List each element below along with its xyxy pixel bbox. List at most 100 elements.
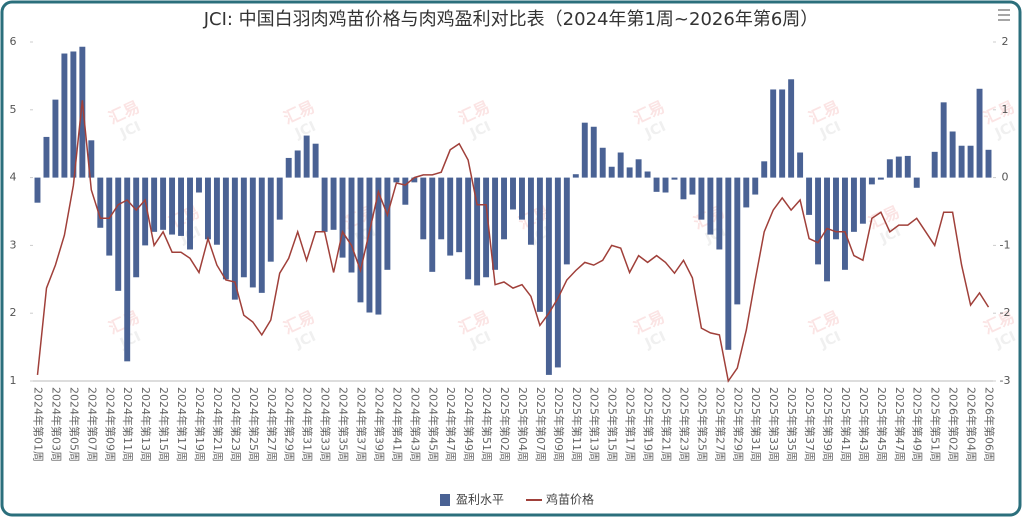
x-tick-label: 2025年第35周 — [785, 387, 799, 462]
bar — [438, 177, 445, 240]
bar — [877, 177, 884, 180]
x-tick-label: 2026年第02周 — [947, 387, 961, 462]
bar — [97, 177, 104, 228]
x-tick-label: 2024年第27周 — [265, 387, 279, 462]
bar — [536, 177, 543, 312]
bar — [384, 177, 391, 270]
bar — [949, 131, 956, 178]
bar — [519, 177, 525, 220]
bar — [321, 177, 328, 232]
bar — [527, 177, 534, 245]
bar — [554, 177, 561, 368]
y-tick-label: 3 — [10, 238, 17, 251]
x-tick-label: 2025年第07周 — [534, 387, 548, 462]
y-tick-label: 5 — [10, 103, 17, 116]
bar — [88, 140, 95, 178]
x-tick-label: 2025年第17周 — [624, 387, 638, 462]
bar — [608, 166, 615, 178]
bar — [34, 177, 41, 203]
line — [36, 100, 990, 383]
bar — [833, 177, 839, 240]
bar — [635, 159, 642, 178]
bar — [689, 177, 696, 195]
bar — [770, 89, 777, 178]
bar — [617, 152, 624, 178]
x-tick-label: 2025年第33周 — [767, 387, 781, 462]
bar — [43, 136, 50, 178]
y-tick-label: 4 — [10, 171, 17, 184]
x-tick-label: 2025年第51周 — [929, 387, 943, 462]
x-tick-label: 2025年第13周 — [588, 387, 602, 462]
y2-tick-label: -3 — [1000, 374, 1011, 387]
x-tick-label: 2026年第04周 — [965, 387, 979, 462]
bar — [626, 167, 633, 178]
x-tick-label: 2025年第15周 — [606, 387, 620, 462]
bar — [79, 46, 86, 178]
menu-icon[interactable] — [998, 9, 1010, 21]
bar — [976, 88, 983, 178]
bar — [456, 177, 463, 253]
bar — [178, 177, 184, 236]
bar — [501, 177, 507, 240]
bar — [886, 159, 893, 178]
bar — [465, 177, 472, 280]
bar — [940, 102, 947, 178]
bar — [572, 174, 579, 178]
bar — [429, 177, 436, 272]
bar — [222, 177, 229, 280]
bar — [151, 177, 158, 232]
bar — [106, 177, 113, 256]
x-tick-label: 2025年第29周 — [731, 387, 745, 462]
x-tick-label: 2024年第09周 — [103, 387, 117, 462]
x-tick-label: 2024年第49周 — [462, 387, 476, 462]
x-tick-label: 2025年第27周 — [713, 387, 727, 462]
x-tick-label: 2025年第39周 — [821, 387, 835, 462]
bar — [734, 177, 741, 305]
x-tick-label: 2026年第06周 — [983, 387, 997, 462]
bar — [393, 177, 400, 183]
x-tick-label: 2024年第23周 — [229, 387, 243, 462]
x-tick-label: 2024年第15周 — [157, 387, 171, 462]
x-tick-label: 2025年第43周 — [857, 387, 871, 462]
y2-tick-label: -2 — [1000, 306, 1011, 319]
bar — [967, 145, 974, 178]
bar — [761, 161, 768, 178]
bar — [913, 177, 920, 188]
bar — [492, 177, 499, 270]
bar — [267, 177, 274, 262]
bar — [142, 177, 149, 246]
legend-label: 盈利水平 — [456, 493, 504, 507]
x-tick-label: 2024年第05周 — [67, 387, 81, 462]
bar — [752, 177, 759, 195]
x-tick-label: 2024年第39周 — [372, 387, 386, 462]
bar — [797, 152, 804, 178]
bar — [124, 177, 131, 362]
bar — [725, 177, 732, 350]
x-tick-label: 2025年第04周 — [516, 387, 530, 462]
bar — [249, 177, 256, 288]
x-tick-label: 2024年第21周 — [211, 387, 225, 462]
x-tick-label: 2025年第21周 — [660, 387, 674, 462]
x-tick-label: 2024年第33周 — [319, 387, 333, 462]
x-tick-label: 2024年第07周 — [85, 387, 99, 462]
x-tick-label: 2024年第17周 — [175, 387, 189, 462]
x-tick-label: 2024年第19周 — [193, 387, 207, 462]
x-tick-label: 2024年第41周 — [390, 387, 404, 462]
bar — [70, 51, 77, 178]
x-tick-label: 2024年第35周 — [337, 387, 351, 462]
bar — [644, 171, 651, 178]
bar — [904, 155, 911, 178]
x-tick-label: 2024年第37周 — [354, 387, 368, 462]
bar — [806, 177, 813, 215]
x-tick-label: 2025年第25周 — [695, 387, 709, 462]
x-tick-label: 2024年第13周 — [139, 387, 153, 462]
bar — [545, 177, 552, 375]
bar — [958, 145, 965, 178]
bar — [402, 177, 409, 205]
bar — [160, 177, 167, 230]
x-tick-label: 2024年第11周 — [121, 387, 135, 462]
x-tick-label: 2025年第11周 — [570, 387, 584, 462]
bar — [258, 177, 265, 293]
